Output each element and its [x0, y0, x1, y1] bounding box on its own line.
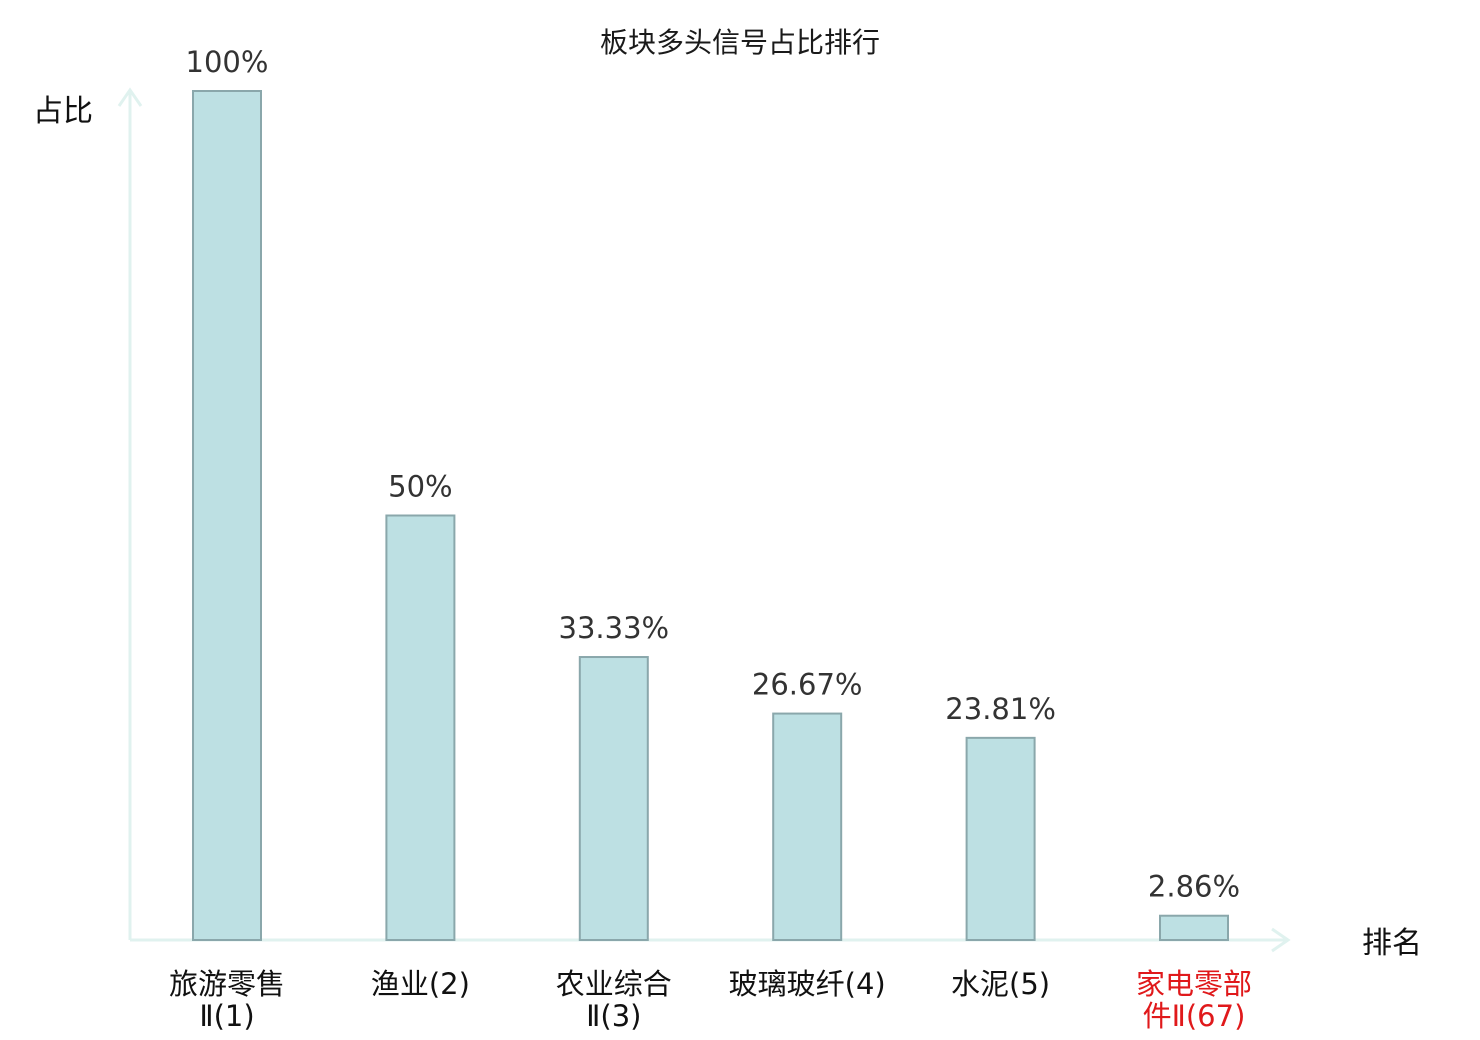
bar-value-label: 23.81%: [945, 692, 1056, 726]
category-label: 旅游零售: [169, 967, 285, 1001]
category-label: Ⅱ(1): [199, 999, 254, 1033]
bar: [578, 656, 649, 942]
bar-value-label: 50%: [388, 470, 452, 504]
category-label: 农业综合: [556, 967, 672, 1001]
x-axis-label: 排名: [1362, 926, 1422, 961]
bar: [965, 736, 1036, 941]
bar: [192, 90, 262, 941]
bar-value-label: 2.86%: [1148, 870, 1240, 904]
category-label: 水泥(5): [951, 967, 1050, 1001]
y-axis-arrowhead: [117, 87, 143, 107]
bar: [385, 514, 456, 941]
value-labels-group: 100% 50% 33.33% 26.67% 23.81% 2.86%: [186, 45, 1241, 904]
category-label: 家电零部: [1136, 967, 1252, 1001]
bar: [1159, 914, 1229, 942]
x-axis-arrowhead: [1271, 927, 1291, 953]
category-label: 件Ⅱ(67): [1143, 999, 1246, 1033]
bar: [772, 712, 843, 942]
bar-value-label: 100%: [186, 45, 269, 79]
bar-value-label: 26.67%: [752, 668, 863, 702]
bar-value-label: 33.33%: [559, 611, 670, 645]
y-axis-label: 占比: [33, 94, 93, 129]
bars-group: [192, 90, 1229, 942]
chart-title: 板块多头信号占比排行: [600, 26, 880, 59]
category-label: 玻璃玻纤(4): [729, 967, 886, 1001]
category-label: Ⅱ(3): [586, 999, 641, 1033]
category-label: 渔业(2): [371, 967, 470, 1001]
axes: [117, 87, 1291, 953]
